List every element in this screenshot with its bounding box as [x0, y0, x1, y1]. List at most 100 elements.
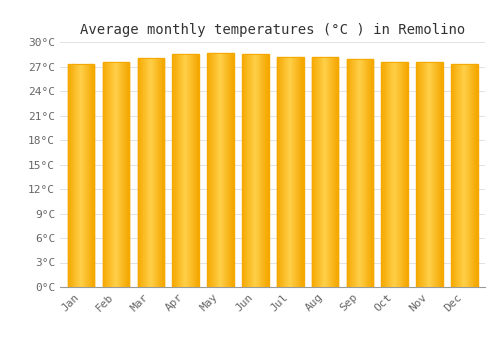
Bar: [251, 54, 252, 287]
Bar: [142, 57, 143, 287]
Bar: [214, 52, 215, 287]
Bar: [349, 59, 350, 287]
Bar: [217, 52, 218, 287]
Bar: [80, 64, 81, 287]
Bar: [231, 52, 232, 287]
Bar: [423, 62, 424, 287]
Bar: [295, 57, 296, 287]
Bar: [227, 52, 228, 287]
Bar: [148, 57, 149, 287]
Bar: [145, 57, 146, 287]
Bar: [266, 54, 267, 287]
Bar: [286, 57, 287, 287]
Bar: [382, 62, 407, 287]
Bar: [357, 59, 358, 287]
Bar: [106, 62, 107, 287]
Bar: [405, 62, 406, 287]
Bar: [88, 64, 89, 287]
Bar: [177, 54, 178, 287]
Bar: [465, 64, 466, 287]
Bar: [154, 57, 155, 287]
Bar: [314, 57, 315, 287]
Bar: [208, 52, 209, 287]
Bar: [90, 64, 91, 287]
Bar: [211, 52, 212, 287]
Bar: [126, 62, 127, 287]
Bar: [119, 62, 120, 287]
Bar: [161, 57, 162, 287]
Bar: [181, 54, 182, 287]
Bar: [369, 59, 370, 287]
Bar: [143, 57, 144, 287]
Bar: [243, 54, 244, 287]
Bar: [290, 57, 291, 287]
Bar: [102, 62, 129, 287]
Bar: [118, 62, 119, 287]
Bar: [189, 54, 190, 287]
Bar: [76, 64, 77, 287]
Bar: [452, 64, 453, 287]
Bar: [293, 57, 294, 287]
Bar: [462, 64, 463, 287]
Bar: [158, 57, 159, 287]
Bar: [163, 57, 164, 287]
Bar: [316, 57, 317, 287]
Bar: [103, 62, 104, 287]
Bar: [454, 64, 455, 287]
Bar: [401, 62, 402, 287]
Bar: [81, 64, 82, 287]
Bar: [178, 54, 180, 287]
Bar: [387, 62, 388, 287]
Bar: [325, 57, 326, 287]
Bar: [184, 54, 185, 287]
Bar: [108, 62, 109, 287]
Bar: [224, 52, 225, 287]
Bar: [352, 59, 353, 287]
Bar: [419, 62, 420, 287]
Bar: [279, 57, 280, 287]
Bar: [74, 64, 75, 287]
Bar: [141, 57, 142, 287]
Bar: [116, 62, 117, 287]
Bar: [368, 59, 369, 287]
Bar: [140, 57, 141, 287]
Bar: [68, 64, 94, 287]
Bar: [438, 62, 439, 287]
Bar: [312, 57, 338, 287]
Bar: [397, 62, 398, 287]
Bar: [128, 62, 129, 287]
Bar: [355, 59, 356, 287]
Bar: [391, 62, 392, 287]
Bar: [364, 59, 365, 287]
Bar: [303, 57, 304, 287]
Bar: [400, 62, 401, 287]
Bar: [372, 59, 373, 287]
Bar: [125, 62, 126, 287]
Bar: [460, 64, 461, 287]
Bar: [77, 64, 78, 287]
Bar: [249, 54, 250, 287]
Bar: [284, 57, 285, 287]
Bar: [160, 57, 161, 287]
Bar: [367, 59, 368, 287]
Bar: [331, 57, 332, 287]
Bar: [475, 64, 476, 287]
Bar: [120, 62, 121, 287]
Bar: [233, 52, 234, 287]
Bar: [385, 62, 386, 287]
Bar: [382, 62, 383, 287]
Bar: [138, 57, 164, 287]
Bar: [472, 64, 473, 287]
Bar: [354, 59, 355, 287]
Bar: [432, 62, 434, 287]
Bar: [426, 62, 427, 287]
Bar: [435, 62, 436, 287]
Bar: [416, 62, 442, 287]
Bar: [403, 62, 404, 287]
Bar: [318, 57, 319, 287]
Bar: [458, 64, 459, 287]
Bar: [348, 59, 349, 287]
Bar: [87, 64, 88, 287]
Bar: [92, 64, 93, 287]
Bar: [429, 62, 430, 287]
